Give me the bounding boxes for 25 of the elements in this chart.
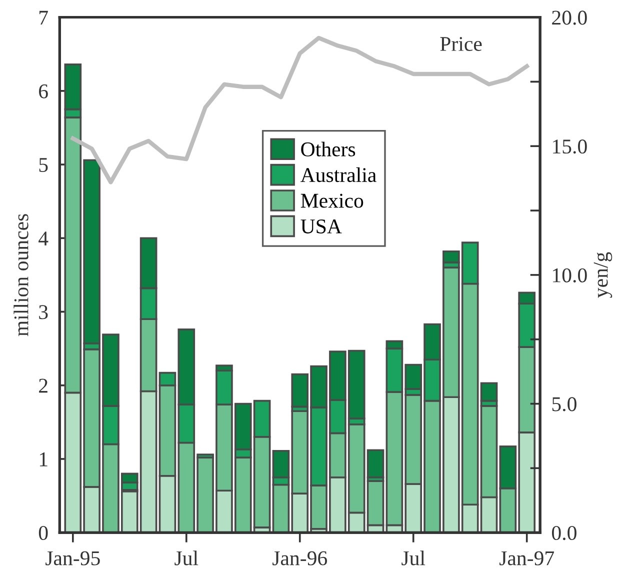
y2-axis-title: yen/g — [594, 252, 612, 298]
annotation: Price — [440, 37, 482, 52]
legend-label: Others — [301, 142, 356, 156]
y2-tick-label: 20.0 — [552, 10, 587, 25]
y2-tick-label: 0.0 — [552, 526, 576, 540]
y-tick-label: 4 — [38, 232, 48, 246]
x-tick-label: Jan-97 — [500, 551, 554, 566]
y-tick-label: 5 — [39, 158, 48, 172]
x-tick-label: Jul — [402, 550, 426, 566]
y2-tick-label: 15.0 — [553, 140, 587, 154]
y2-tick-label: 10.0 — [553, 268, 587, 282]
legend-label: USA — [300, 219, 342, 234]
x-tick-label: Jan-96 — [272, 551, 328, 566]
y-tick-label: 7 — [40, 10, 48, 25]
x-tick-label: Jan-95 — [46, 551, 100, 566]
legend-label: Australia — [300, 167, 376, 182]
y-tick-label: 3 — [39, 305, 48, 320]
y-tick-label: 6 — [39, 84, 48, 98]
y-tick-label: 1 — [40, 452, 48, 466]
x-tick-label: Jul — [174, 550, 198, 566]
legend-label: Mexico — [300, 194, 364, 208]
y-axis-title: million ounces — [14, 214, 28, 336]
y-tick-label: 0 — [38, 526, 48, 540]
y2-tick-label: 5.0 — [552, 397, 576, 412]
y-tick-label: 2 — [39, 378, 48, 393]
